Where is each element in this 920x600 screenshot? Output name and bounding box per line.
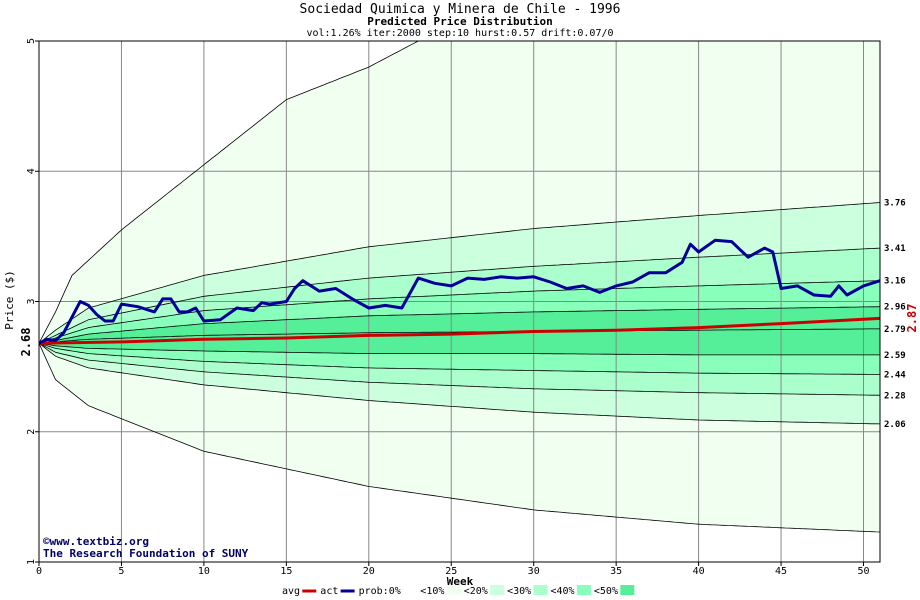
- legend-label-5: <20%: [464, 586, 488, 597]
- right-value-label-4: 2.96: [884, 303, 906, 313]
- y-tick-label-3: 3: [26, 298, 37, 304]
- x-tick-label-10: 10: [198, 566, 210, 577]
- right-value-label-9: 2.06: [884, 420, 906, 430]
- legend-swatch-6: [533, 585, 548, 595]
- x-tick-label-5: 5: [118, 566, 124, 577]
- credit-website: ©www.textbiz.org: [43, 535, 149, 548]
- y-tick-label-1: 1: [26, 559, 37, 565]
- x-tick-label-30: 30: [528, 566, 540, 577]
- y-tick-label-2: 2: [26, 429, 37, 435]
- axes: 0 5 10 15 20 25 30 35 40 45 50123453.763.413.162.9…: [26, 38, 906, 577]
- x-tick-label-40: 40: [693, 566, 705, 577]
- percentile-curve-2: [38, 202, 881, 344]
- right-value-label-5: 2.79: [884, 325, 906, 335]
- x-tick-label-25: 25: [445, 566, 457, 577]
- percentile-curve-8: [38, 342, 880, 375]
- percentile-curves: [38, 40, 881, 533]
- right-value-label-1: 3.76: [884, 199, 906, 209]
- chart-params: vol:1.26% iter:2000 step:10 hurst:0.57 d…: [306, 28, 613, 39]
- start-price-label: 2.68: [19, 328, 33, 357]
- chart-subtitle: Predicted Price Distribution: [367, 15, 552, 28]
- x-tick-label-0: 0: [36, 566, 42, 577]
- percentile-curve-4: [38, 280, 881, 344]
- right-value-label-6: 2.59: [884, 351, 906, 361]
- x-tick-label-35: 35: [610, 566, 622, 577]
- end-avg-label: 2.87: [905, 304, 919, 333]
- probability-band-5: [39, 306, 880, 355]
- percentile-curve-5: [38, 306, 881, 344]
- right-value-label-8: 2.28: [884, 391, 906, 401]
- y-axis-label: Price ($): [3, 270, 16, 330]
- percentile-curve-11: [38, 343, 881, 533]
- x-tick-label-45: 45: [775, 566, 787, 577]
- y-tick-label-5: 5: [26, 38, 37, 44]
- x-tick-label-50: 50: [857, 566, 869, 577]
- legend-label-1: avg: [282, 586, 300, 597]
- legend-swatch-5: [490, 585, 505, 595]
- legend: avg act prob:0% <10% <20% <30% <40% <50%: [282, 585, 635, 597]
- legend-swatch-8: [620, 585, 635, 595]
- x-tick-label-20: 20: [363, 566, 375, 577]
- x-axis-label: Week: [447, 575, 474, 588]
- legend-label-2: act: [320, 586, 338, 597]
- percentile-curve-10: [38, 342, 881, 425]
- legend-swatch-4: [446, 585, 461, 595]
- credit-foundation: The Research Foundation of SUNY: [43, 547, 249, 560]
- act-series-line: [38, 238, 881, 345]
- right-value-label-2: 3.41: [884, 244, 906, 254]
- percentile-curve-7: [38, 342, 880, 356]
- price-series: [38, 238, 881, 345]
- y-tick-label-4: 4: [26, 168, 37, 174]
- chart-title: Sociedad Quimica y Minera de Chile - 199…: [300, 2, 621, 17]
- legend-label-4: <10%: [420, 586, 444, 597]
- x-tick-label-15: 15: [280, 566, 292, 577]
- percentile-curve-6: [38, 328, 880, 344]
- percentile-curve-9: [38, 342, 881, 396]
- percentile-curve-3: [38, 247, 881, 344]
- legend-swatch-3: [403, 585, 418, 595]
- legend-label-8: <50%: [594, 586, 618, 597]
- legend-swatch-7: [576, 585, 591, 595]
- right-value-label-3: 3.16: [884, 277, 906, 287]
- legend-label-3: prob:0%: [359, 586, 401, 597]
- legend-label-7: <40%: [551, 586, 575, 597]
- right-value-label-7: 2.44: [884, 370, 906, 380]
- legend-label-6: <30%: [507, 586, 531, 597]
- avg-series-line: [38, 316, 881, 345]
